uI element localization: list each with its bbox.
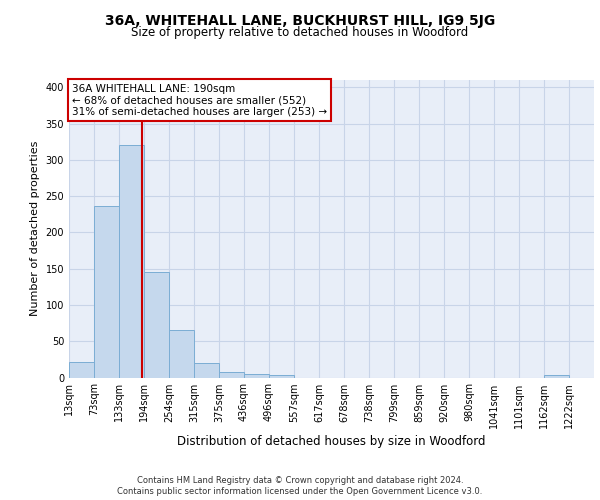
Bar [544,376,569,378]
Bar [69,362,94,378]
Bar [94,206,119,378]
Bar [144,272,169,378]
Bar [169,330,194,378]
Text: 36A, WHITEHALL LANE, BUCKHURST HILL, IG9 5JG: 36A, WHITEHALL LANE, BUCKHURST HILL, IG9… [105,14,495,28]
Bar [119,146,144,378]
X-axis label: Distribution of detached houses by size in Woodford: Distribution of detached houses by size … [177,435,486,448]
Text: Contains public sector information licensed under the Open Government Licence v3: Contains public sector information licen… [118,488,482,496]
Text: Size of property relative to detached houses in Woodford: Size of property relative to detached ho… [131,26,469,39]
Y-axis label: Number of detached properties: Number of detached properties [30,141,40,316]
Text: 36A WHITEHALL LANE: 190sqm
← 68% of detached houses are smaller (552)
31% of sem: 36A WHITEHALL LANE: 190sqm ← 68% of deta… [72,84,327,117]
Bar [194,363,219,378]
Text: Contains HM Land Registry data © Crown copyright and database right 2024.: Contains HM Land Registry data © Crown c… [137,476,463,485]
Bar [219,372,244,378]
Bar [244,374,269,378]
Bar [269,374,294,378]
